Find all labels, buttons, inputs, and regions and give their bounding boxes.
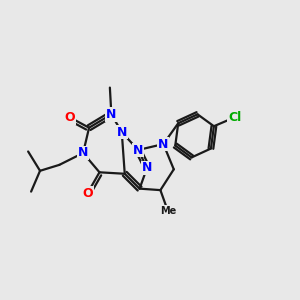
Text: N: N	[117, 126, 127, 139]
Text: N: N	[133, 143, 143, 157]
Text: Me: Me	[160, 206, 176, 216]
Text: O: O	[82, 187, 93, 200]
Text: N: N	[158, 138, 169, 151]
Text: N: N	[78, 146, 88, 160]
Text: N: N	[142, 161, 152, 174]
Text: N: N	[106, 108, 116, 121]
Text: Cl: Cl	[228, 111, 241, 124]
Text: O: O	[64, 111, 75, 124]
